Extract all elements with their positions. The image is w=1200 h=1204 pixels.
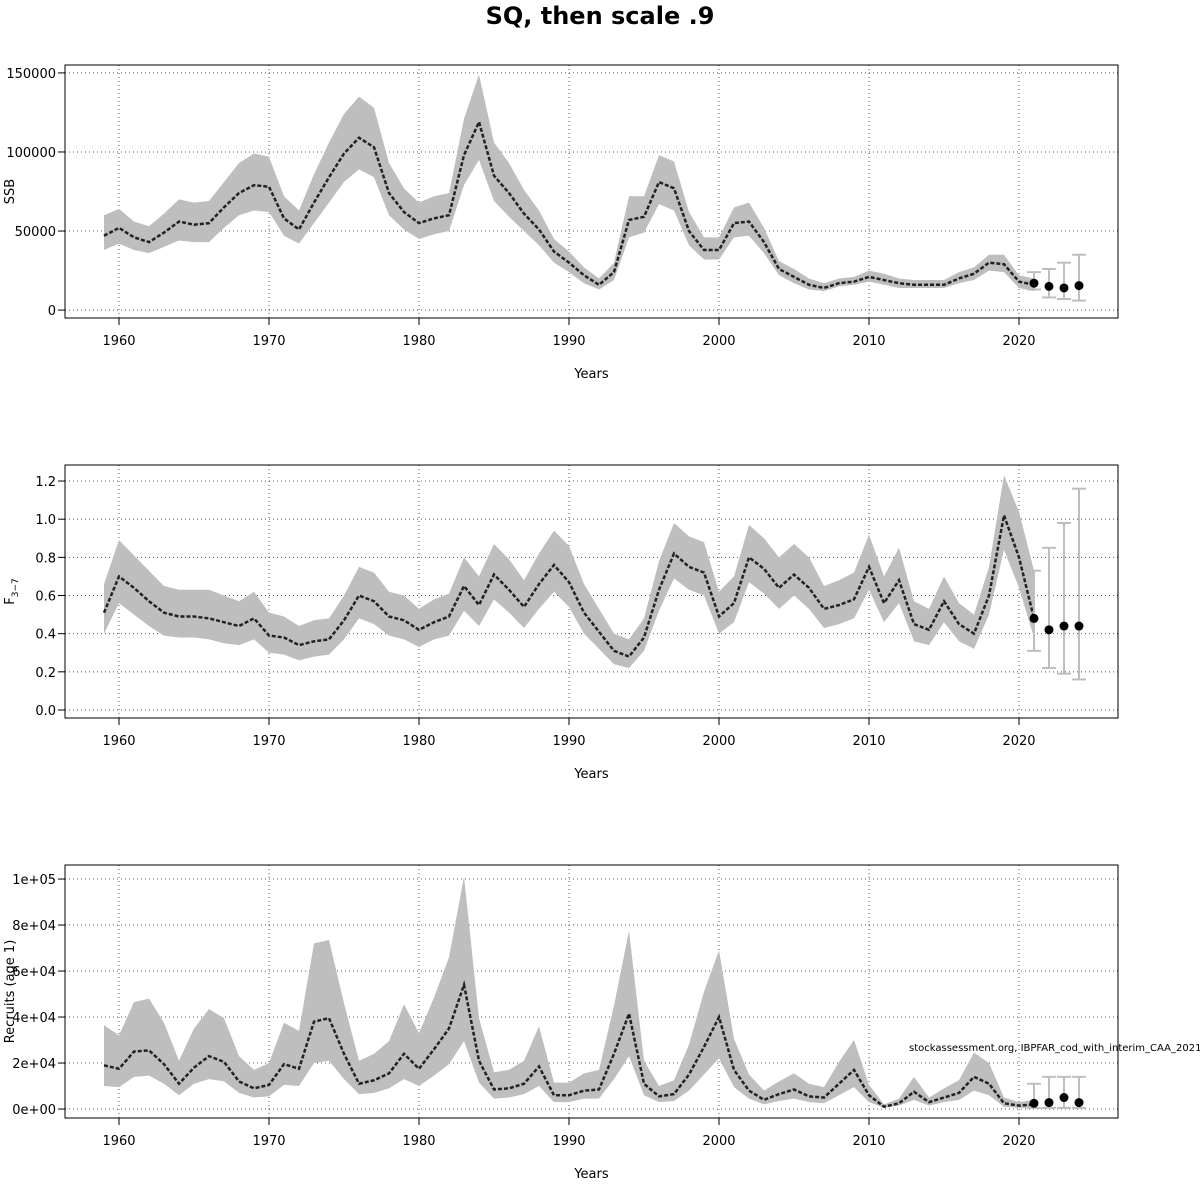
estimate-line	[103, 118, 1035, 290]
x-tick-label: 2010	[852, 334, 885, 349]
confidence-band	[104, 876, 1034, 1108]
y-tick-label: 0	[48, 304, 56, 319]
x-tick-label: 2010	[852, 734, 885, 749]
y-axis-label: Recruits (age 1)	[3, 940, 18, 1044]
x-tick-label: 1980	[402, 1134, 435, 1149]
projection-point	[1029, 278, 1039, 288]
x-tick-label: 2000	[702, 334, 735, 349]
x-axis-label: Years	[573, 767, 609, 782]
projection-point	[1059, 283, 1069, 293]
x-tick-label: 1960	[102, 734, 135, 749]
projection-point	[1074, 621, 1084, 631]
figure-title: SQ, then scale .9	[486, 2, 715, 30]
x-tick-label: 1990	[552, 1134, 585, 1149]
y-axis-label-subscript: 3−7	[11, 578, 21, 597]
estimate-line	[102, 510, 1036, 659]
y-tick-label: 1.0	[35, 513, 56, 528]
x-tick-label: 2020	[1002, 734, 1035, 749]
projection-point	[1059, 621, 1069, 631]
plot-frame	[64, 64, 1119, 319]
y-tick-label: 8e+04	[12, 919, 56, 934]
x-tick-label: 2000	[702, 1134, 735, 1149]
x-tick-label: 1960	[102, 334, 135, 349]
y-axis-label: SSB	[3, 179, 18, 204]
estimate-line	[103, 980, 1035, 1109]
x-tick-label: 2010	[852, 1134, 885, 1149]
projection-point	[1044, 1098, 1054, 1108]
y-axis-label-text: SSB	[3, 179, 18, 204]
y-tick-label: 0.6	[35, 590, 56, 605]
x-tick-label: 1990	[552, 334, 585, 349]
x-tick-label: 2020	[1002, 1134, 1035, 1149]
plot-frame	[64, 464, 1119, 719]
confidence-band	[104, 74, 1034, 292]
y-tick-label: 150000	[6, 67, 56, 82]
y-axis-label-text: Recruits (age 1)	[3, 940, 18, 1044]
y-axis-label: F3−7	[3, 578, 21, 604]
y-tick-label: 0.2	[35, 666, 56, 681]
y-axis-label-text: F	[3, 597, 18, 604]
y-tick-label: 2e+04	[12, 1057, 56, 1072]
x-tick-label: 2020	[1002, 334, 1035, 349]
x-tick-label: 1970	[252, 734, 285, 749]
x-tick-label: 1990	[552, 734, 585, 749]
plot-frame	[64, 864, 1119, 1119]
projection-point	[1029, 1098, 1039, 1108]
y-tick-label: 0.0	[35, 704, 56, 719]
x-tick-label: 2000	[702, 734, 735, 749]
projection-point	[1059, 1093, 1069, 1103]
x-axis-label: Years	[573, 367, 609, 382]
y-tick-label: 1e+05	[12, 873, 56, 888]
x-tick-label: 1980	[402, 734, 435, 749]
projection-point	[1074, 281, 1084, 291]
y-tick-label: 0.4	[35, 628, 56, 643]
x-tick-label: 1970	[252, 334, 285, 349]
annotation: stockassessment.org, IBPFAR_cod_with_int…	[909, 1043, 1200, 1054]
projection-point	[1029, 613, 1039, 623]
y-tick-label: 6e+04	[12, 965, 56, 980]
y-tick-label: 4e+04	[12, 1011, 56, 1026]
x-tick-label: 1980	[402, 334, 435, 349]
confidence-band	[104, 475, 1034, 669]
projection-point	[1074, 1098, 1084, 1108]
projection-point	[1044, 625, 1054, 635]
projection-point	[1044, 281, 1054, 291]
y-tick-label: 100000	[6, 146, 56, 161]
y-tick-label: 0e+00	[12, 1103, 56, 1118]
x-tick-label: 1960	[102, 1134, 135, 1149]
y-tick-label: 0.8	[35, 551, 56, 566]
x-axis-label: Years	[573, 1167, 609, 1182]
x-tick-label: 1970	[252, 1134, 285, 1149]
y-tick-label: 50000	[15, 225, 56, 240]
y-tick-label: 1.2	[35, 475, 56, 490]
